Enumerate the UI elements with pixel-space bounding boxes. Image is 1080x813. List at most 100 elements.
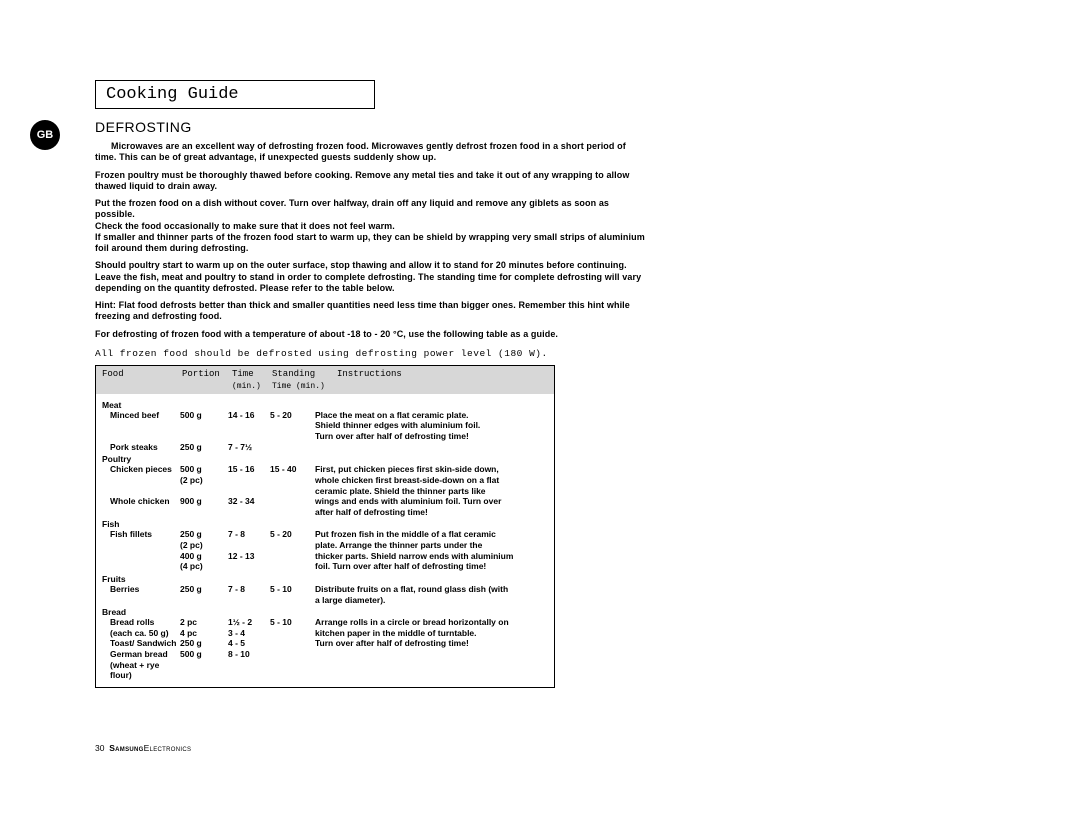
cell-standing — [270, 649, 315, 660]
cell-portion — [180, 660, 228, 681]
cell-instructions — [315, 442, 548, 453]
table-row-cont: after half of defrosting time! — [102, 507, 548, 518]
cell-food: Pork steaks — [102, 442, 180, 453]
table-group-header: Fish — [102, 519, 548, 529]
table-subheader: (min.) Time (min.) — [96, 382, 554, 394]
table-row: Pork steaks250 g7 - 7½ — [102, 442, 548, 453]
table-header: Food Portion Time Standing Instructions — [96, 366, 554, 382]
defrost-table: Food Portion Time Standing Instructions … — [95, 365, 555, 688]
cell-instructions: after half of defrosting time! — [315, 507, 548, 518]
th-time-unit: (min.) — [232, 382, 272, 391]
cell-time: 7 - 8 — [228, 584, 270, 595]
cell-instructions: whole chicken first breast-side-down on … — [315, 475, 548, 486]
cell-time: 1½ - 2 — [228, 617, 270, 628]
cell-standing: 15 - 40 — [270, 464, 315, 475]
cell-food — [102, 551, 180, 562]
cell-standing — [270, 638, 315, 649]
cell-instructions: Turn over after half of defrosting time! — [315, 638, 548, 649]
table-group-header: Meat — [102, 400, 548, 410]
cell-standing — [270, 628, 315, 639]
cell-portion: 900 g — [180, 496, 228, 507]
cell-portion: 250 g — [180, 529, 228, 540]
table-row: Toast/ Sandwich250 g4 - 5Turn over after… — [102, 638, 548, 649]
cell-time: 14 - 16 — [228, 410, 270, 421]
cell-instructions: Arrange rolls in a circle or bread horiz… — [315, 617, 548, 628]
cell-instructions: kitchen paper in the middle of turntable… — [315, 628, 548, 639]
table-group-header: Bread — [102, 607, 548, 617]
page-title: Cooking Guide — [95, 80, 375, 109]
cell-time: 15 - 16 — [228, 464, 270, 475]
cell-instructions: wings and ends with aluminium foil. Turn… — [315, 496, 548, 507]
cell-portion: (4 pc) — [180, 561, 228, 572]
table-row: Bread rolls2 pc1½ - 25 - 10Arrange rolls… — [102, 617, 548, 628]
th-food: Food — [102, 369, 182, 379]
cell-instructions: foil. Turn over after half of defrosting… — [315, 561, 548, 572]
table-row: Chicken pieces500 g15 - 1615 - 40First, … — [102, 464, 548, 475]
page-content: GB Cooking Guide DEFROSTING Microwaves a… — [95, 80, 645, 688]
cell-standing — [270, 496, 315, 507]
cell-portion: 500 g — [180, 464, 228, 475]
cell-portion: (2 pc) — [180, 475, 228, 486]
cell-portion: 2 pc — [180, 617, 228, 628]
cell-standing — [270, 442, 315, 453]
cell-instructions: First, put chicken pieces first skin-sid… — [315, 464, 548, 475]
cell-food: Minced beef — [102, 410, 180, 421]
cell-time — [228, 660, 270, 681]
cell-instructions: Turn over after half of defrosting time! — [315, 431, 548, 442]
cell-food: (each ca. 50 g) — [102, 628, 180, 639]
cell-standing: 5 - 10 — [270, 584, 315, 595]
cell-standing — [270, 551, 315, 562]
paragraph: For defrosting of frozen food with a tem… — [95, 329, 645, 340]
th-standing-unit: Time (min.) — [272, 382, 337, 391]
cell-standing: 5 - 10 — [270, 617, 315, 628]
table-row: German bread500 g8 - 10 — [102, 649, 548, 660]
cell-instructions: thicker parts. Shield narrow ends with a… — [315, 551, 548, 562]
paragraph: Microwaves are an excellent way of defro… — [95, 141, 645, 164]
th-time: Time — [232, 369, 272, 379]
cell-portion: 4 pc — [180, 628, 228, 639]
page-number: 30 — [95, 743, 104, 753]
table-row-cont: ceramic plate. Shield the thinner parts … — [102, 486, 548, 497]
section-heading: DEFROSTING — [95, 119, 645, 135]
language-badge: GB — [30, 120, 60, 150]
brand-text: SamsungElectronics — [109, 743, 191, 753]
page-footer: 30 SamsungElectronics — [95, 743, 191, 753]
table-row: Fish fillets250 g7 - 85 - 20Put frozen f… — [102, 529, 548, 540]
table-row: (each ca. 50 g)4 pc3 - 4 kitchen paper in… — [102, 628, 548, 639]
cell-time: 7 - 7½ — [228, 442, 270, 453]
paragraph: Hint: Flat food defrosts better than thi… — [95, 300, 645, 323]
table-row: Whole chicken900 g32 - 34 wings and ends … — [102, 496, 548, 507]
cell-instructions: Shield thinner edges with aluminium foil… — [315, 420, 548, 431]
table-row: (2 pc) whole chicken first breast-side-do… — [102, 475, 548, 486]
cell-instructions — [315, 649, 548, 660]
cell-instructions — [315, 660, 548, 681]
cell-instructions: ceramic plate. Shield the thinner parts … — [315, 486, 548, 497]
table-row-cont: Shield thinner edges with aluminium foil… — [102, 420, 548, 431]
cell-instructions: Place the meat on a flat ceramic plate. — [315, 410, 548, 421]
defrost-power-note: All frozen food should be defrosted usin… — [95, 348, 645, 359]
cell-portion: (2 pc) — [180, 540, 228, 551]
cell-portion: 250 g — [180, 638, 228, 649]
cell-standing: 5 - 20 — [270, 410, 315, 421]
th-portion: Portion — [182, 369, 232, 379]
cell-food: German bread — [102, 649, 180, 660]
cell-instructions: Put frozen fish in the middle of a flat … — [315, 529, 548, 540]
cell-standing: 5 - 20 — [270, 529, 315, 540]
cell-instructions: a large diameter). — [315, 595, 548, 606]
cell-food: Whole chicken — [102, 496, 180, 507]
cell-food: Berries — [102, 584, 180, 595]
cell-time: 7 - 8 — [228, 529, 270, 540]
table-row: (2 pc)plate. Arrange the thinner parts u… — [102, 540, 548, 551]
cell-instructions: Distribute fruits on a flat, round glass… — [315, 584, 548, 595]
cell-time: 8 - 10 — [228, 649, 270, 660]
cell-time: 3 - 4 — [228, 628, 270, 639]
th-instructions: Instructions — [337, 369, 548, 379]
table-row: Berries250 g7 - 85 - 10Distribute fruits… — [102, 584, 548, 595]
cell-food: Bread rolls — [102, 617, 180, 628]
table-row: (wheat + rye flour) — [102, 660, 548, 681]
table-group-header: Fruits — [102, 574, 548, 584]
table-group-header: Poultry — [102, 454, 548, 464]
th-standing: Standing — [272, 369, 337, 379]
table-row-cont: a large diameter). — [102, 595, 548, 606]
cell-time: 32 - 34 — [228, 496, 270, 507]
